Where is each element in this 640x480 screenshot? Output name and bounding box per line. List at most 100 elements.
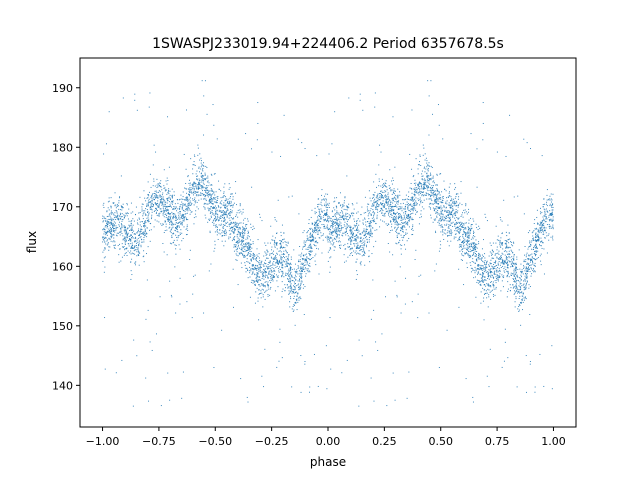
data-point	[381, 190, 383, 192]
data-point	[230, 230, 232, 232]
data-point	[351, 247, 353, 249]
data-point	[426, 166, 428, 168]
data-point	[534, 270, 536, 272]
data-point	[303, 284, 305, 286]
data-point	[281, 259, 283, 261]
data-point	[406, 214, 408, 216]
data-point	[468, 211, 470, 213]
data-point	[468, 240, 470, 242]
data-point	[251, 264, 253, 266]
data-point	[321, 194, 323, 196]
data-point	[470, 264, 472, 266]
data-point	[373, 205, 375, 207]
data-point	[295, 302, 297, 304]
data-point	[299, 259, 301, 261]
data-point	[361, 232, 363, 234]
data-point	[531, 232, 533, 234]
data-point	[524, 279, 526, 281]
data-point	[381, 194, 383, 196]
data-point	[534, 247, 536, 249]
data-point	[540, 241, 542, 243]
data-point	[472, 238, 474, 240]
data-point	[215, 212, 217, 214]
data-point	[469, 254, 471, 256]
data-point	[495, 261, 497, 263]
data-point	[186, 198, 188, 200]
data-point	[266, 249, 268, 251]
data-point	[158, 207, 160, 208]
data-point	[148, 194, 150, 196]
data-point	[123, 246, 125, 247]
data-point	[205, 191, 207, 193]
data-point	[147, 309, 149, 311]
data-point	[259, 260, 261, 262]
data-point	[388, 196, 390, 198]
data-point	[136, 232, 138, 234]
data-point	[256, 280, 258, 282]
data-point	[529, 314, 531, 315]
data-point	[347, 206, 349, 208]
data-point	[224, 218, 226, 220]
data-point	[440, 220, 442, 222]
data-point	[364, 234, 366, 235]
data-point	[387, 192, 389, 194]
data-point	[393, 220, 395, 222]
data-point	[170, 206, 172, 208]
data-point	[224, 212, 226, 214]
data-point	[380, 203, 382, 205]
data-point	[345, 231, 347, 233]
data-point	[264, 285, 266, 287]
data-point	[125, 252, 127, 254]
data-point	[225, 211, 227, 213]
data-point	[389, 200, 391, 202]
data-point	[425, 192, 427, 194]
data-point	[481, 257, 483, 259]
data-point	[234, 229, 236, 231]
data-point	[546, 218, 548, 220]
data-point	[168, 219, 170, 221]
data-point	[451, 211, 453, 213]
data-point	[201, 188, 203, 190]
data-point	[326, 226, 328, 228]
data-point	[498, 250, 500, 252]
data-point	[463, 223, 465, 225]
data-point	[280, 240, 282, 242]
data-point	[239, 252, 241, 254]
data-point	[203, 206, 205, 208]
data-point	[162, 197, 164, 199]
data-point	[143, 222, 145, 224]
data-point	[252, 268, 254, 270]
data-point	[292, 305, 294, 307]
data-point	[347, 216, 349, 218]
data-point	[287, 287, 289, 289]
data-point	[329, 317, 331, 319]
data-point	[259, 264, 261, 266]
data-point	[236, 251, 238, 253]
data-point	[289, 277, 291, 279]
data-point	[185, 182, 187, 184]
data-point	[517, 195, 519, 197]
data-point	[366, 246, 368, 248]
data-point	[428, 134, 430, 136]
data-point	[350, 215, 352, 217]
data-point	[246, 224, 248, 226]
data-point	[538, 237, 540, 239]
data-point	[534, 265, 536, 267]
data-point	[386, 204, 388, 206]
data-point	[239, 247, 241, 249]
data-point	[356, 253, 357, 255]
data-point	[233, 244, 235, 246]
data-point	[265, 290, 267, 292]
data-point	[316, 242, 318, 244]
data-point	[283, 261, 285, 263]
data-point	[430, 203, 432, 205]
data-point	[515, 272, 517, 274]
data-point	[197, 187, 199, 189]
data-point	[310, 241, 312, 243]
data-point	[247, 243, 249, 245]
data-point	[135, 249, 137, 251]
data-point	[402, 222, 404, 224]
data-point	[104, 237, 106, 239]
data-point	[146, 197, 148, 199]
data-point	[430, 80, 432, 82]
